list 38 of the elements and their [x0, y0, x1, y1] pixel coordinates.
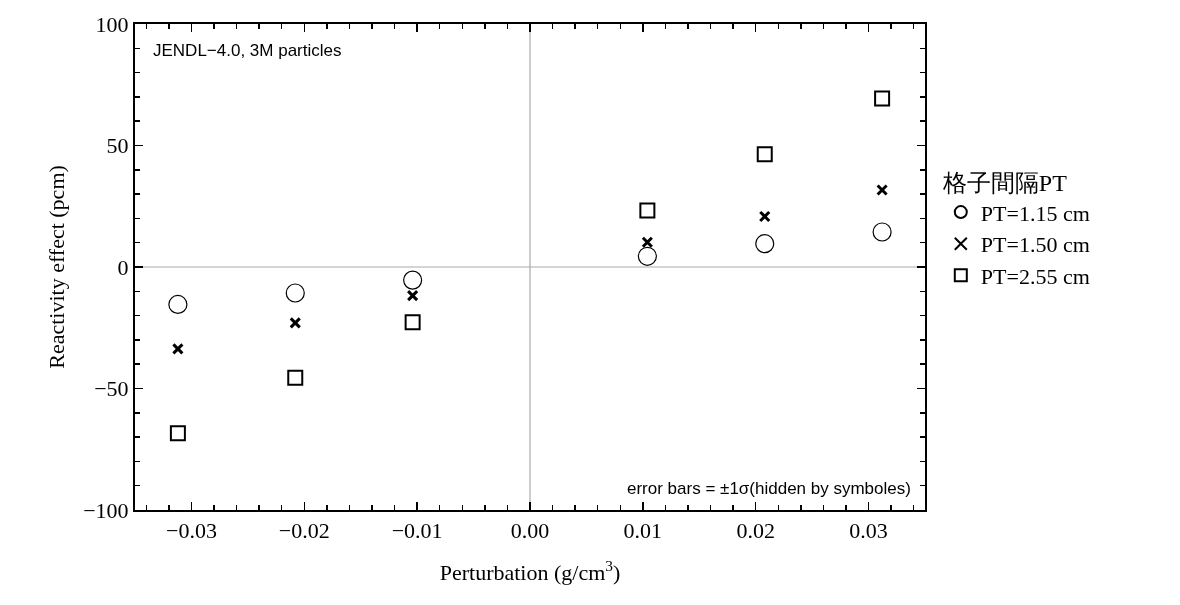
point: [403, 270, 423, 290]
x-tick-label: −0.03: [165, 518, 217, 544]
y-tick-label: 50: [106, 133, 129, 159]
y-tick-label: 100: [95, 11, 129, 37]
point: [404, 314, 421, 331]
y-tick-label: 0: [117, 254, 129, 280]
x-tick-label: 0.01: [623, 518, 663, 544]
point: [169, 425, 186, 442]
x-tick-label: 0.02: [736, 518, 775, 544]
point: [641, 236, 654, 249]
y-axis-title: Reactivity effect (pcm): [44, 165, 70, 369]
annotation: error bars = ±1σ(hidden by symboles): [627, 479, 911, 498]
x-tick-label: −0.01: [391, 518, 443, 544]
legend-title: 格子間隔PT: [941, 170, 1068, 197]
point: [287, 369, 304, 386]
x-tick-label: 0.03: [849, 518, 888, 544]
point: [639, 202, 656, 219]
point: [872, 222, 892, 242]
point: [755, 234, 775, 254]
point: [637, 246, 657, 266]
point: [171, 342, 184, 355]
point: [406, 289, 419, 302]
point: [289, 316, 302, 329]
legend-label: PT=1.15 cm: [980, 200, 1090, 226]
point: [756, 146, 773, 163]
point: [758, 210, 771, 223]
annotation: JENDL−4.0, 3M particles: [153, 41, 342, 60]
x-tick-label: −0.02: [278, 518, 330, 544]
y-tick-label: −100: [83, 497, 129, 523]
point: [876, 183, 889, 196]
legend-label: PT=1.50 cm: [980, 232, 1090, 258]
point: [874, 90, 891, 107]
legend-label: PT=2.55 cm: [980, 263, 1090, 289]
y-tick-label: −50: [94, 376, 129, 402]
point: [285, 283, 305, 303]
x-axis-title: Perturbation (g/cm$^{3}$): [439, 556, 621, 585]
point: [168, 294, 188, 315]
x-tick-label: 0.00: [510, 518, 550, 544]
